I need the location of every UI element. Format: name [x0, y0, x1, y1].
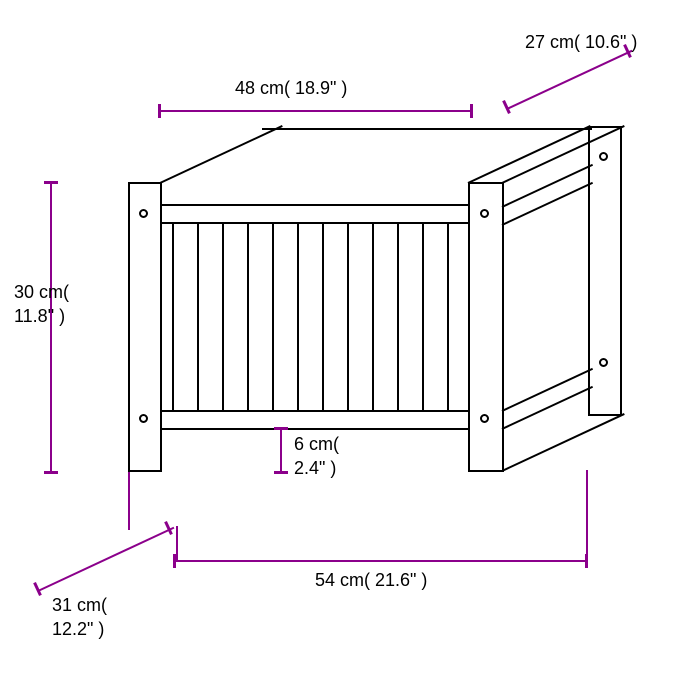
dim-outer-depth-cm: 31 cm( — [52, 595, 107, 616]
dim-inner-width: 48 cm( 18.9" ) — [235, 78, 347, 99]
dim-height-cm: 30 cm( — [14, 282, 69, 303]
diagram: 48 cm( 18.9" ) 27 cm( 10.6" ) 30 cm( 11.… — [0, 0, 700, 700]
dim-outer-depth-in: 12.2" ) — [52, 619, 104, 640]
dim-height-in: 11.8" ) — [14, 306, 65, 327]
dim-inner-depth: 27 cm( 10.6" ) — [525, 32, 637, 53]
dim-clearance-cm: 6 cm( — [294, 434, 339, 455]
dim-outer-width: 54 cm( 21.6" ) — [315, 570, 427, 591]
dim-clearance-in: 2.4" ) — [294, 458, 336, 479]
